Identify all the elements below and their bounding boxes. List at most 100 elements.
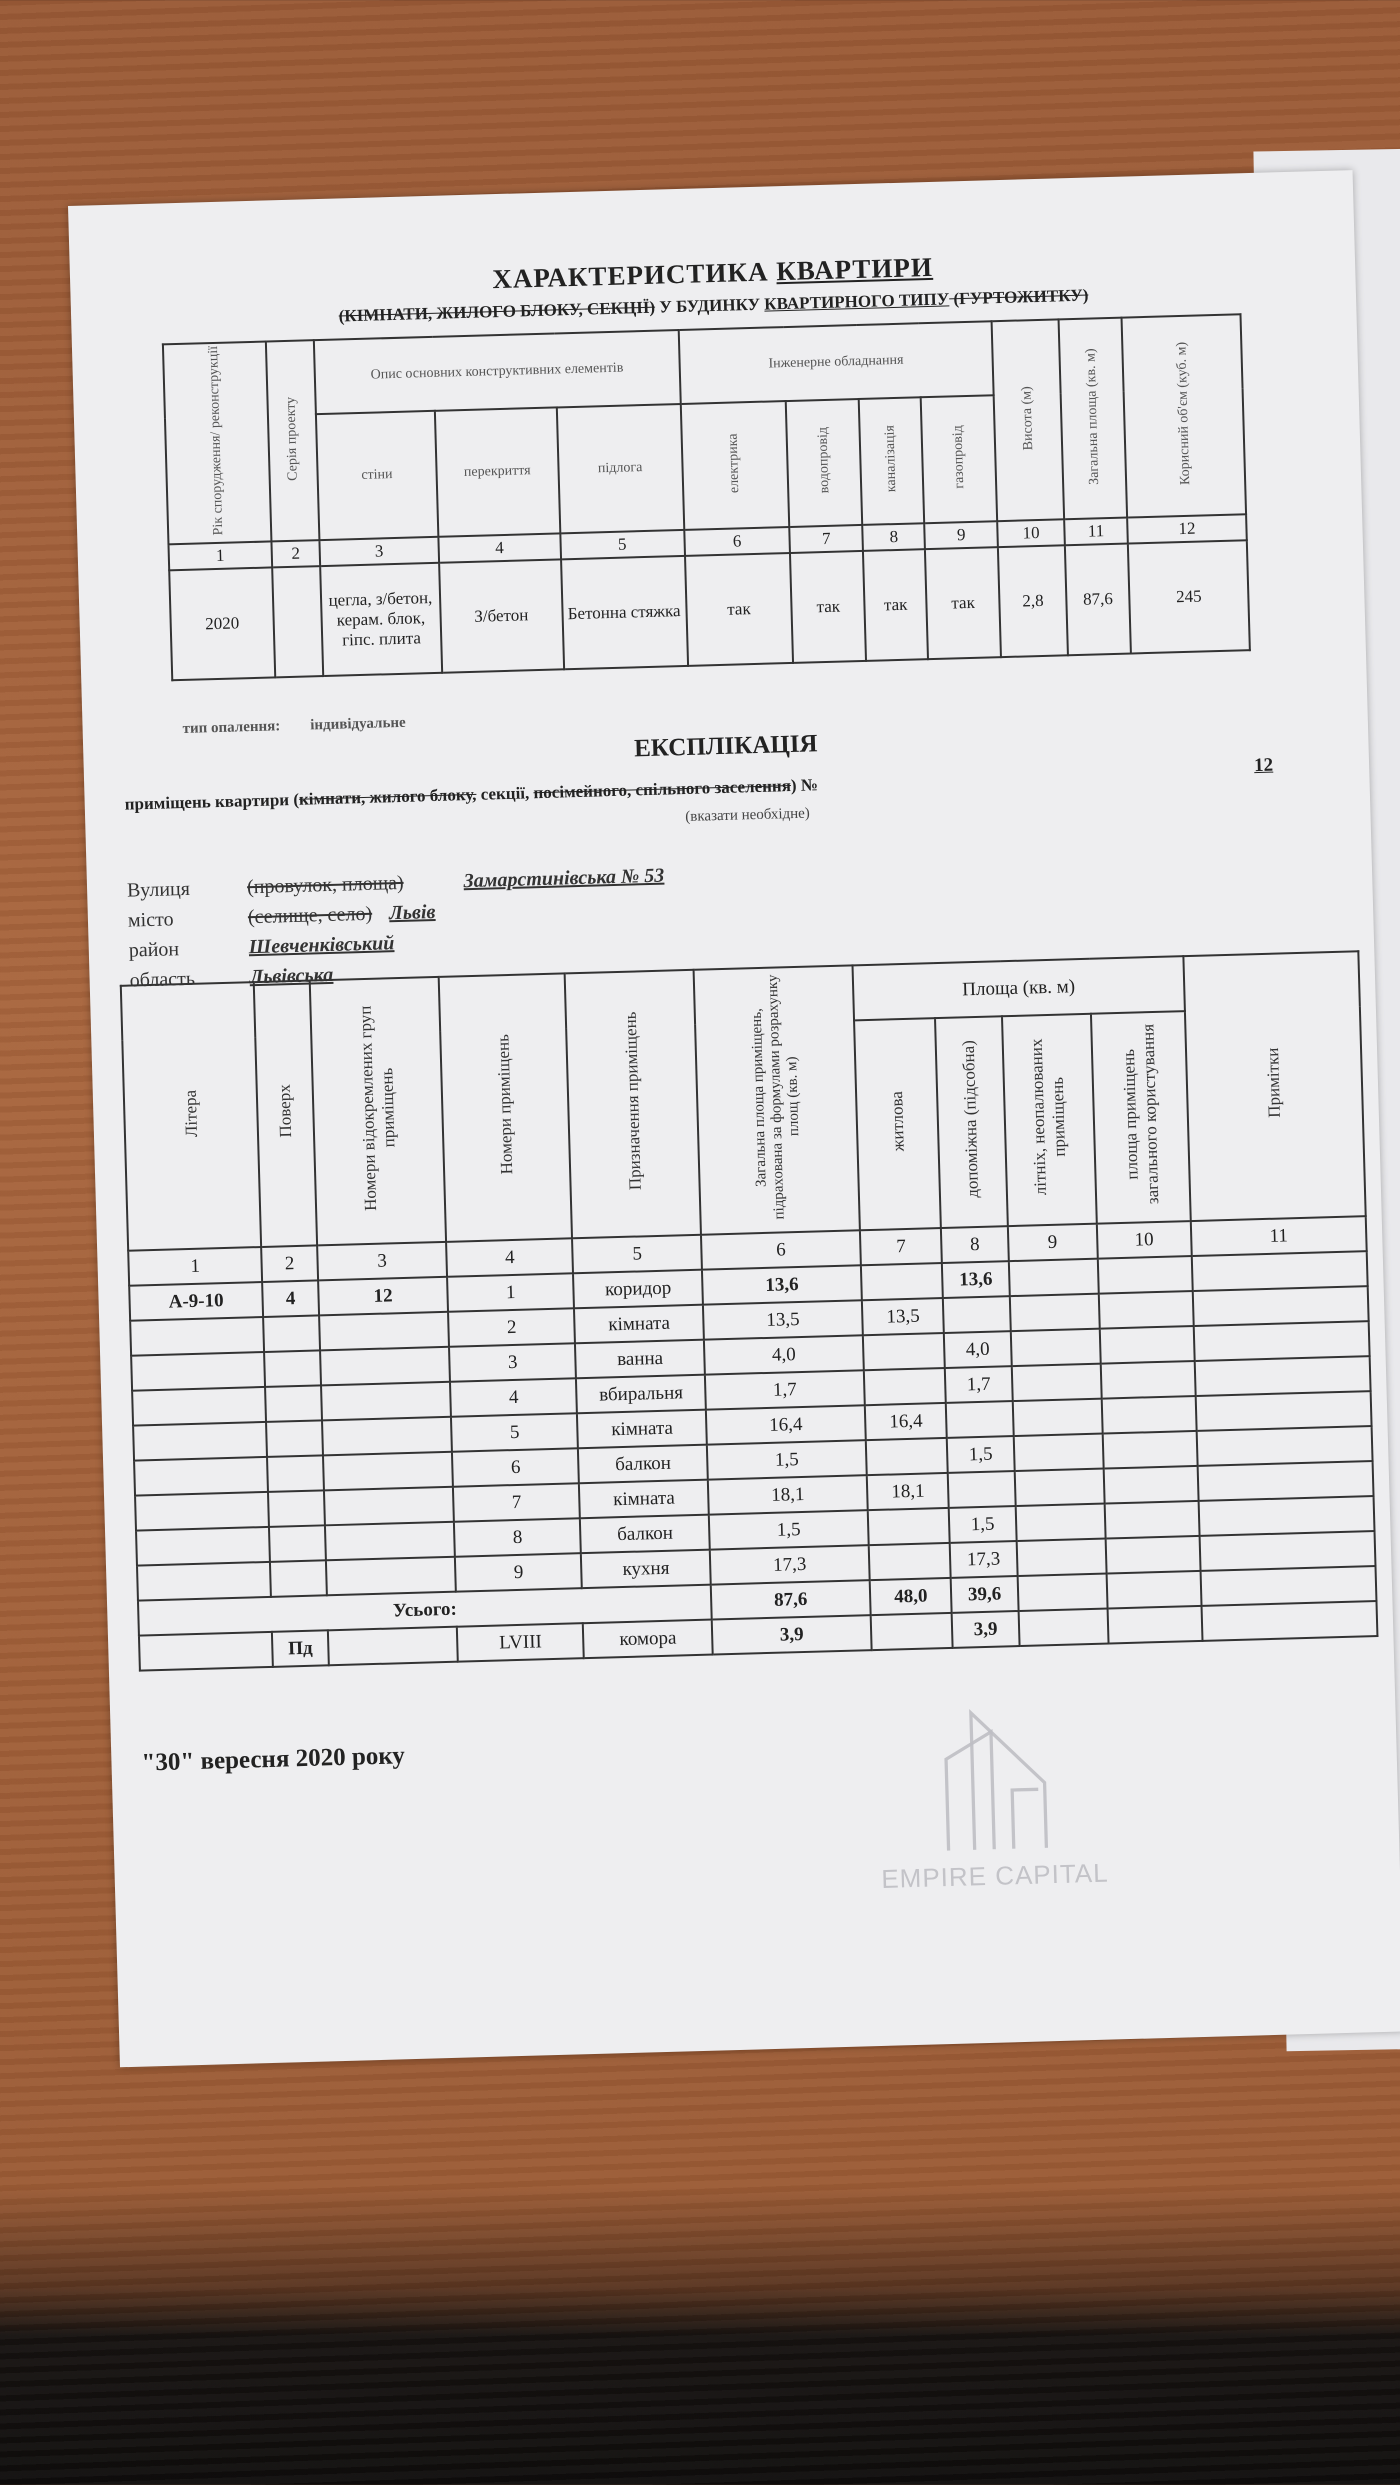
header-volume: Корисний об'єм (куб. м) <box>1173 341 1193 486</box>
header-series: Серія проекту <box>283 396 301 481</box>
header-height: Висота (м) <box>1018 385 1036 451</box>
header-litera: Літера <box>180 1089 201 1138</box>
total-cell: 87,6 <box>710 1580 871 1620</box>
table-cell: 5 <box>451 1413 579 1452</box>
table-cell <box>320 1381 452 1421</box>
table-cell <box>132 1386 267 1426</box>
table-cell <box>136 1526 271 1566</box>
text-segment: кімнати, жилого блоку, <box>298 784 477 809</box>
table-cell <box>1018 1608 1109 1647</box>
table-cell <box>867 1507 951 1546</box>
header-purpose: Призначення приміщень <box>620 1011 645 1191</box>
table-cell: вбиральня <box>576 1374 706 1414</box>
table-cell <box>1105 1535 1201 1574</box>
table-cell: 13,5 <box>702 1300 863 1340</box>
table-cell: Пд <box>271 1630 329 1667</box>
table-cell <box>319 1346 451 1386</box>
header-living: житлова <box>886 1090 908 1152</box>
header-groups: Номери відокремлених груп приміщень <box>354 1005 398 1212</box>
table-cell <box>133 1421 268 1461</box>
table-cell <box>1194 1356 1371 1396</box>
header-area: Площа (кв. м) <box>852 956 1185 1021</box>
table-cell: коридор <box>573 1269 703 1309</box>
table-cell: так <box>925 547 1002 660</box>
table-cell: кімната <box>577 1409 707 1449</box>
table-cell: 8 <box>862 523 926 552</box>
table-cell: 10 <box>1096 1221 1192 1259</box>
table-cell <box>860 1263 944 1301</box>
header-aux: допоміжна (підсобна) <box>959 1040 983 1199</box>
table-cell <box>1098 1291 1194 1329</box>
street-alt: (провулок, площа) <box>246 871 404 899</box>
table-cell: 3 <box>317 1241 448 1281</box>
table-cell <box>1101 1395 1197 1434</box>
table-cell <box>267 1455 324 1492</box>
table-cell: 4,0 <box>944 1331 1012 1368</box>
header-ceiling: перекриття <box>434 407 561 538</box>
table-cell <box>870 1612 953 1651</box>
table-cell: 1,5 <box>949 1506 1017 1543</box>
total-cell <box>1200 1566 1377 1606</box>
heating-value: індивідуальне <box>310 714 406 734</box>
table-cell: 11 <box>1190 1216 1367 1257</box>
table-cell: 1,7 <box>945 1366 1013 1403</box>
table-cell: 6 <box>683 527 791 557</box>
table-cell <box>948 1471 1016 1508</box>
header-gas: газопровід <box>950 424 967 489</box>
table-cell <box>1192 1286 1369 1327</box>
table-cell <box>1012 1398 1103 1437</box>
table-cell: 7 <box>789 525 864 554</box>
table-cell <box>1191 1251 1368 1292</box>
table-cell <box>1104 1500 1200 1539</box>
header-notes: Примітки <box>1263 1047 1285 1119</box>
table-cell <box>265 1385 322 1422</box>
table-cell <box>1097 1256 1193 1294</box>
table-cell <box>1197 1461 1374 1501</box>
table-cell: 4 <box>446 1238 574 1277</box>
table-cell <box>1193 1321 1370 1361</box>
table-cell: так <box>863 549 929 662</box>
explication-note: (вказати необхідне) <box>685 805 811 825</box>
characteristic-table: Рік спорудження/ реконструкції Серія про… <box>162 313 1251 681</box>
text-segment: посімейного, спільного заселення <box>533 776 792 803</box>
header-common: площа приміщень загального користування <box>1118 1023 1163 1205</box>
table-cell <box>1099 1326 1195 1364</box>
heating-label: тип опалення: <box>182 718 281 737</box>
street-label: Вулиця <box>126 877 191 902</box>
table-cell: 16,4 <box>705 1405 866 1445</box>
total-cell <box>1106 1570 1202 1609</box>
header-electric: електрика <box>726 433 743 494</box>
table-cell: 16,4 <box>864 1402 948 1441</box>
table-cell: 6 <box>701 1230 861 1270</box>
table-cell: 7 <box>453 1483 581 1522</box>
table-cell: 13,5 <box>861 1297 945 1336</box>
table-cell: кухня <box>581 1549 711 1589</box>
table-cell: 87,6 <box>1064 543 1131 656</box>
table-cell <box>1016 1538 1107 1577</box>
table-cell: 1,5 <box>947 1436 1015 1473</box>
table-cell: 245 <box>1127 540 1250 654</box>
table-cell: так <box>790 551 867 664</box>
text-segment: КВАРТИРНОГО ТИПУ <box>763 289 950 314</box>
table-cell: А-9-10 <box>129 1281 264 1321</box>
table-cell: балкон <box>578 1444 708 1484</box>
table-cell: 5 <box>572 1234 702 1274</box>
table-cell <box>327 1626 458 1666</box>
table-cell: 11 <box>1064 518 1128 546</box>
table-cell <box>1013 1433 1104 1472</box>
table-cell: 9 <box>455 1553 583 1592</box>
table-cell <box>1015 1503 1106 1542</box>
table-cell <box>865 1437 949 1476</box>
table-cell: 13,6 <box>942 1261 1010 1298</box>
district-label: район <box>128 938 180 962</box>
street-line: Вулиця (провулок, площа) Замарстинівська №… <box>127 865 665 903</box>
table-cell <box>862 1332 946 1371</box>
table-cell: 4 <box>262 1280 319 1317</box>
street-value: Замарстинівська № 53 <box>463 864 665 893</box>
header-water: водопровід <box>815 427 833 495</box>
table-cell <box>1011 1363 1102 1402</box>
table-cell <box>863 1367 947 1406</box>
header-year: Рік спорудження/ реконструкції <box>206 345 227 536</box>
table-cell: ванна <box>575 1339 705 1379</box>
table-cell <box>324 1521 456 1561</box>
